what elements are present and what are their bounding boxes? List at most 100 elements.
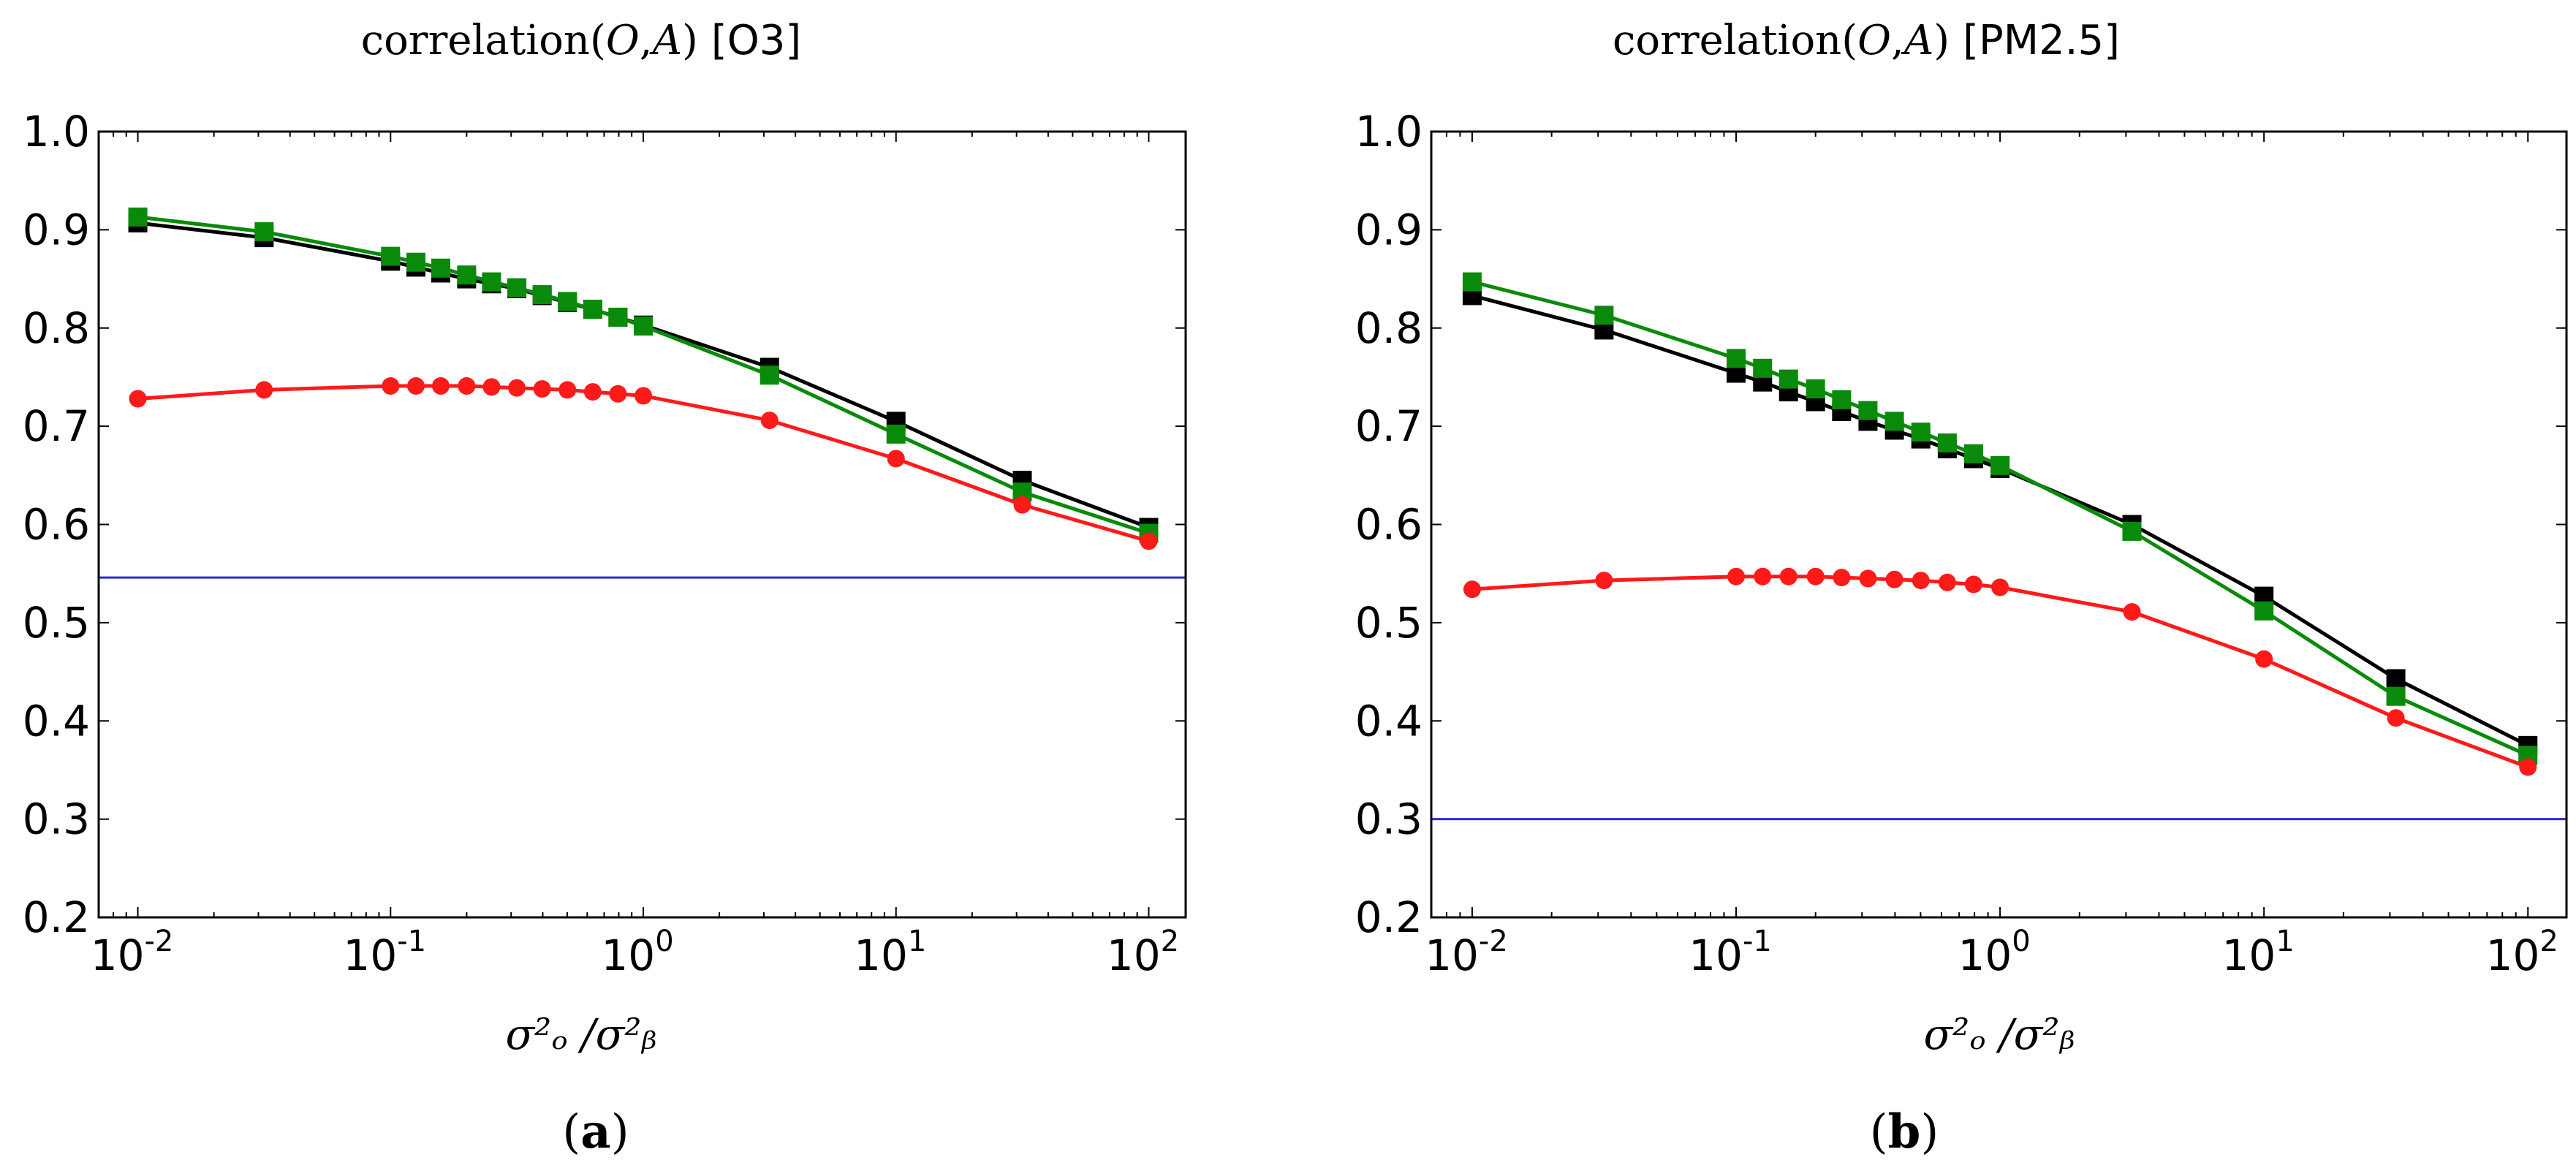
data-point-green	[2254, 601, 2274, 621]
data-point-green	[608, 307, 628, 327]
data-point-green	[1937, 433, 1957, 452]
y-tick-label: 0.3	[1355, 795, 1423, 844]
data-point-red	[1885, 570, 1903, 588]
data-point-red	[406, 377, 425, 395]
data-point-green	[1727, 349, 1746, 368]
series-line-green	[1471, 280, 2529, 757]
x-tick-label: 102	[1107, 925, 1179, 980]
y-tick-label: 0.9	[1355, 205, 1423, 254]
data-point-green	[1990, 455, 2010, 475]
data-point-red	[255, 381, 273, 399]
data-point-green	[2386, 686, 2406, 706]
data-point-green	[1806, 379, 1825, 399]
data-point-green	[759, 365, 779, 385]
data-point-red	[1779, 567, 1797, 586]
y-tick-label: 0.5	[1355, 598, 1423, 648]
data-point-red	[533, 380, 551, 398]
chart-panel-a: correlation(O,A) [O3] 0.20.30.40.50.60.70…	[23, 17, 1187, 1159]
y-tick-label: 0.8	[1355, 303, 1423, 353]
y-tick-label: 0.3	[23, 795, 90, 844]
x-tick-label: 100	[1958, 925, 2030, 980]
x-axis-label: σ²ₒ /σ²ᵦ	[1923, 1009, 2075, 1059]
data-point-green	[507, 278, 527, 298]
data-point-green	[558, 292, 577, 311]
panel-label-a: (a)	[562, 1104, 629, 1159]
data-point-green	[1858, 401, 1878, 420]
x-tick-label: 100	[601, 925, 673, 980]
series-line-red	[1471, 575, 2529, 769]
data-point-green	[2122, 521, 2142, 541]
data-point-green	[1963, 444, 1983, 463]
data-point-green	[886, 424, 906, 444]
data-point-green	[583, 300, 602, 319]
chart-title: correlation(O,A) [PM2.5]	[1613, 17, 2120, 64]
plot-frame	[1430, 130, 2568, 919]
data-point-green	[1594, 306, 1614, 325]
plot-frame	[97, 130, 1187, 919]
plot-area: 0.2 0.3 0.4 0.5 0.6 0.7 0.8 0.9 1.0 10-2 10-1 100 10…	[23, 107, 1187, 980]
data-point-green	[254, 222, 274, 242]
data-point-red	[382, 377, 400, 395]
data-point-red	[129, 390, 147, 408]
data-point-red	[1013, 496, 1031, 514]
data-point-red	[1463, 580, 1481, 599]
y-tick-label: 0.6	[23, 500, 90, 550]
data-point-red	[508, 379, 526, 397]
data-point-green	[532, 285, 552, 305]
data-point-green	[1778, 369, 1798, 389]
data-point-red	[1595, 572, 1613, 590]
data-point-green	[406, 252, 425, 272]
data-point-red	[1991, 578, 2009, 596]
data-point-green	[1911, 422, 1931, 442]
data-point-green	[1832, 390, 1852, 409]
x-tick-label: 10-2	[91, 925, 174, 980]
data-point-red	[431, 377, 450, 395]
data-point-red	[1938, 573, 1956, 591]
x-tick-label: 10-1	[343, 925, 426, 980]
series-line-green	[137, 215, 1150, 535]
data-point-red	[2255, 650, 2273, 668]
data-point-red	[609, 384, 627, 403]
data-point-red	[634, 387, 653, 405]
data-point-red	[2123, 603, 2141, 621]
y-tick-label: 0.6	[1355, 500, 1423, 550]
y-tick-label: 1.0	[1355, 107, 1423, 156]
x-tick-label: 10-2	[1425, 925, 1508, 980]
y-tick-label: 0.9	[23, 205, 90, 254]
chart-title: correlation(O,A) [O3]	[361, 17, 802, 64]
data-point-green	[457, 265, 477, 285]
data-point-red	[1140, 532, 1158, 550]
plot-area: 0.2 0.3 0.4 0.5 0.6 0.7 0.8 0.9 1.0 10-2 10-1 100 10…	[1355, 107, 2568, 980]
data-point-green	[431, 258, 450, 278]
data-point-green	[1753, 358, 1773, 378]
data-point-red	[1727, 567, 1746, 586]
data-point-red	[458, 377, 476, 395]
data-point-red	[760, 412, 779, 430]
y-tick-label: 0.4	[1355, 696, 1423, 746]
y-tick-label: 0.2	[23, 893, 90, 942]
data-point-black	[2386, 669, 2406, 689]
data-point-green	[381, 246, 401, 266]
data-point-green	[128, 207, 148, 227]
y-tick-label: 0.5	[23, 598, 90, 648]
x-tick-label: 102	[2486, 925, 2558, 980]
data-point-red	[1806, 567, 1825, 586]
x-tick-label: 101	[854, 925, 926, 980]
data-point-red	[1964, 575, 1982, 594]
data-point-green	[1462, 272, 1482, 292]
data-point-red	[583, 383, 602, 401]
data-point-red	[2519, 758, 2537, 776]
data-point-red	[1912, 572, 1930, 590]
data-point-red	[887, 450, 905, 468]
data-point-red	[1859, 569, 1877, 588]
data-point-red	[558, 381, 577, 399]
data-point-red	[1754, 567, 1772, 586]
chart-panel-b: correlation(O,A) [PM2.5] 0.20.30.40.50.60…	[1355, 17, 2568, 1159]
y-tick-label: 1.0	[23, 107, 90, 156]
y-tick-label: 0.7	[1355, 401, 1423, 451]
y-tick-label: 0.4	[23, 696, 90, 746]
data-point-red	[1833, 569, 1851, 587]
x-tick-label: 10-1	[1689, 925, 1772, 980]
data-point-green	[1884, 412, 1904, 431]
